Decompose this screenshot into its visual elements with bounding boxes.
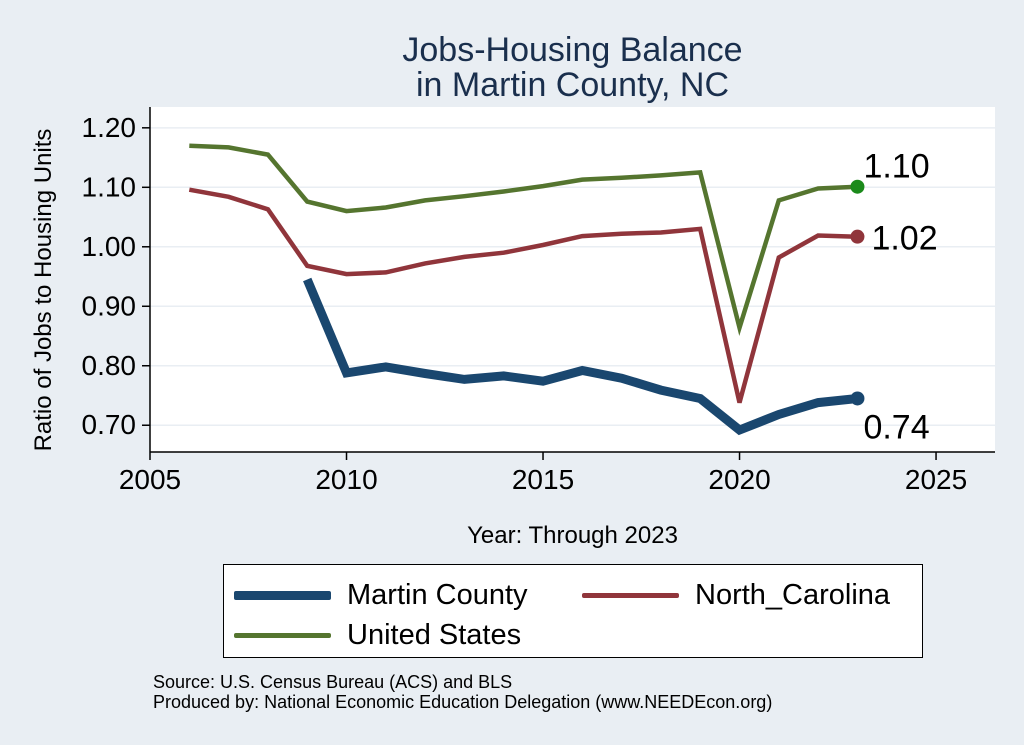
legend-swatch-united-states <box>234 633 331 638</box>
y-tick-label: 1.00 <box>82 231 137 262</box>
x-tick-label: 2015 <box>512 464 574 495</box>
x-tick-label: 2025 <box>905 464 967 495</box>
x-axis-label: Year: Through 2023 <box>467 522 678 549</box>
end-point-united-states <box>850 179 865 194</box>
y-axis-label: Ratio of Jobs to Housing Units <box>30 128 57 452</box>
series-layer <box>188 143 865 436</box>
end-label-united-states: 1.10 <box>863 148 929 186</box>
y-axis-ticks: 0.70 0.80 0.90 1.00 1.10 1.20 <box>82 112 150 440</box>
legend-item-united-states: United States <box>234 619 521 652</box>
y-tick-label: 1.20 <box>82 112 137 143</box>
legend-label-united-states: United States <box>347 619 522 651</box>
y-tick-label: 0.90 <box>82 290 137 321</box>
end-labels-layer: 1.10 1.02 0.74 <box>863 148 937 447</box>
source-line: Source: U.S. Census Bureau (ACS) and BLS <box>153 672 513 692</box>
x-axis-ticks: 2005 2010 2015 2020 2025 <box>119 452 967 495</box>
legend-label-martin-county: Martin County <box>347 579 528 611</box>
end-point-martin-county <box>850 391 865 406</box>
x-tick-label: 2010 <box>315 464 377 495</box>
legend-label-north-carolina: North_Carolina <box>695 579 891 611</box>
y-tick-label: 0.70 <box>82 409 137 440</box>
chart-title-line-1: Jobs-Housing Balance <box>402 31 743 69</box>
legend-item-north-carolina: North_Carolina <box>582 579 890 612</box>
end-label-martin-county: 0.74 <box>863 408 929 446</box>
series-line-north-carolina <box>188 187 858 404</box>
legend: Martin County North_Carolina United Stat… <box>223 564 923 658</box>
end-label-north-carolina: 1.02 <box>871 220 937 258</box>
produced-by-line: Produced by: National Economic Education… <box>153 692 773 712</box>
chart-title-line-2: in Martin County, NC <box>415 66 730 104</box>
series-line-martin-county <box>303 277 858 436</box>
series-line-united-states <box>189 143 858 337</box>
legend-item-martin-county: Martin County <box>234 579 528 612</box>
source-note: Source: U.S. Census Bureau (ACS) and BLS… <box>153 672 772 712</box>
x-tick-label: 2020 <box>708 464 770 495</box>
legend-swatch-north-carolina <box>582 593 679 598</box>
end-point-north-carolina <box>850 229 865 244</box>
y-tick-label: 1.10 <box>82 171 137 202</box>
legend-swatch-martin-county <box>234 591 331 600</box>
x-tick-label: 2005 <box>119 464 181 495</box>
y-tick-label: 0.80 <box>82 350 137 381</box>
